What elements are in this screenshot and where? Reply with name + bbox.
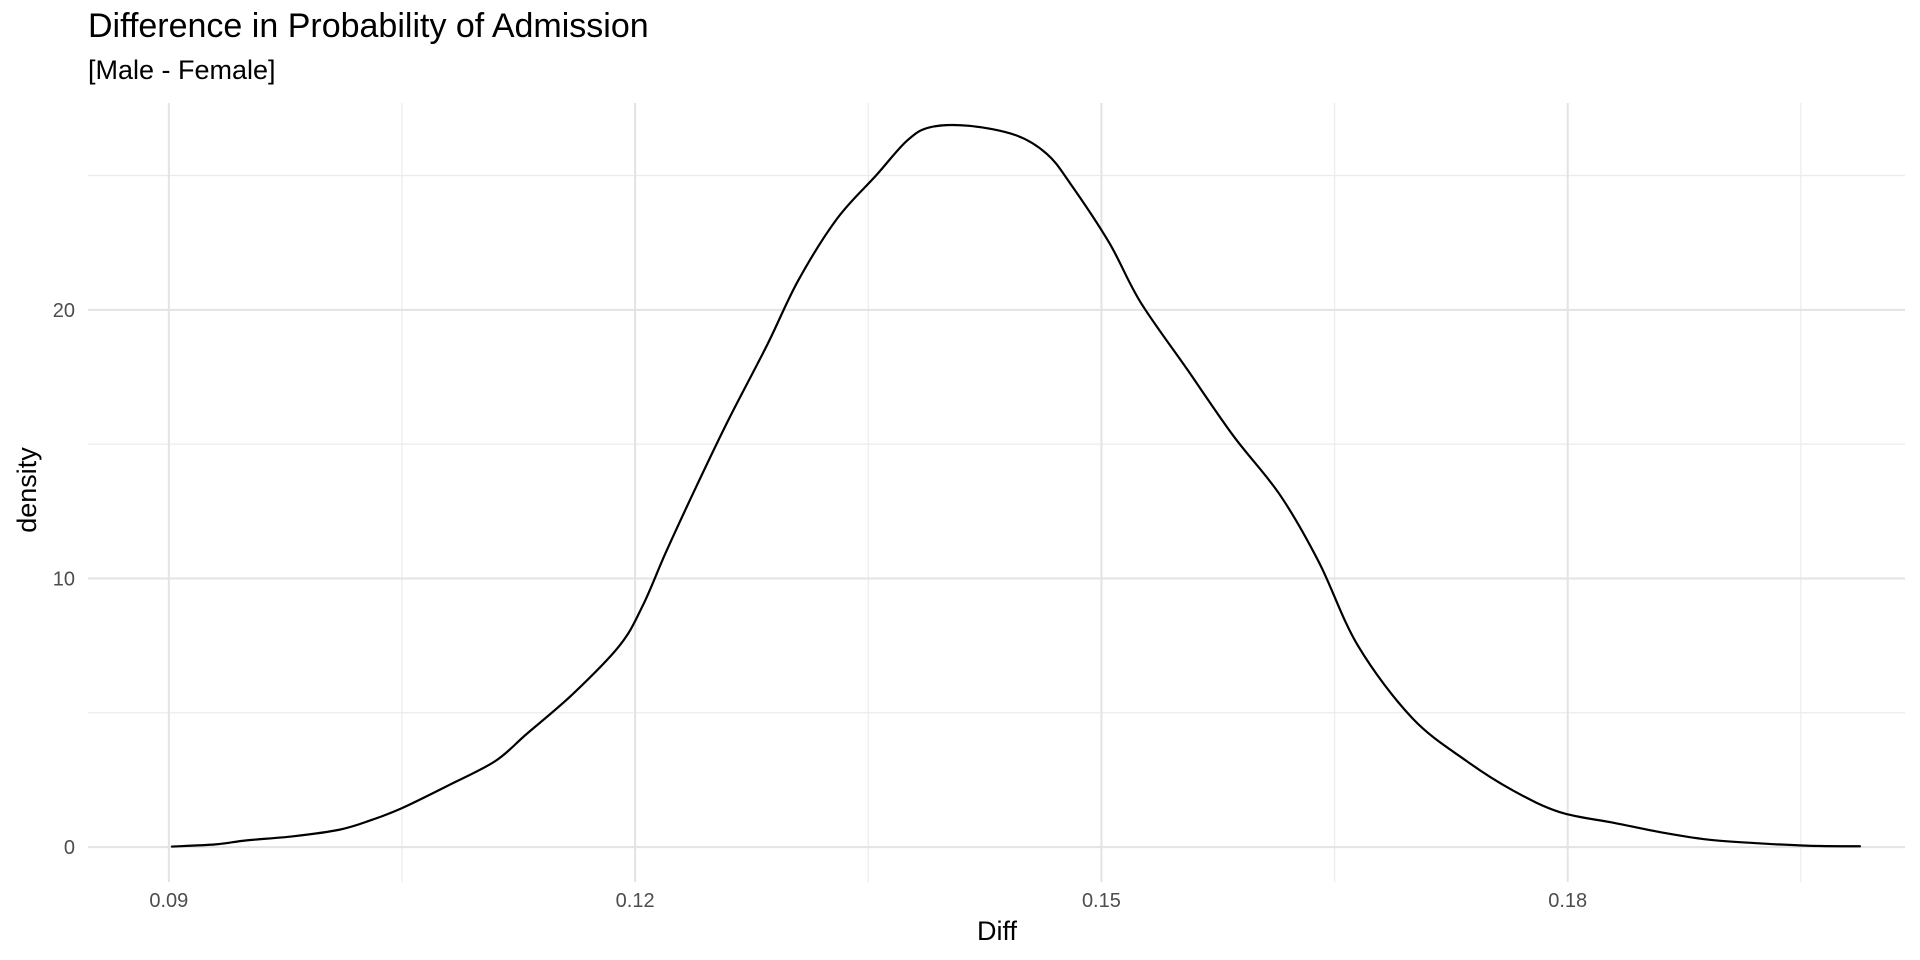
chart-title: Difference in Probability of Admission	[88, 7, 649, 45]
grid-layer	[88, 103, 1905, 882]
label-layer: 0.09 0.12 0.15 0.18 0 10 20	[53, 300, 1587, 912]
x-tick-label: 0.09	[149, 890, 188, 912]
x-tick-label: 0.12	[616, 890, 655, 912]
x-tick-label: 0.15	[1082, 890, 1121, 912]
y-tick-label: 10	[53, 568, 75, 590]
x-axis-title: Diff	[977, 916, 1018, 946]
x-tick-label: 0.18	[1548, 890, 1587, 912]
line-layer	[170, 123, 1862, 848]
density-curve	[170, 123, 1862, 848]
y-tick-label: 20	[53, 300, 75, 322]
y-axis-title: density	[12, 447, 42, 533]
y-tick-label: 0	[64, 837, 75, 859]
chart-subtitle: [Male - Female]	[88, 55, 276, 85]
